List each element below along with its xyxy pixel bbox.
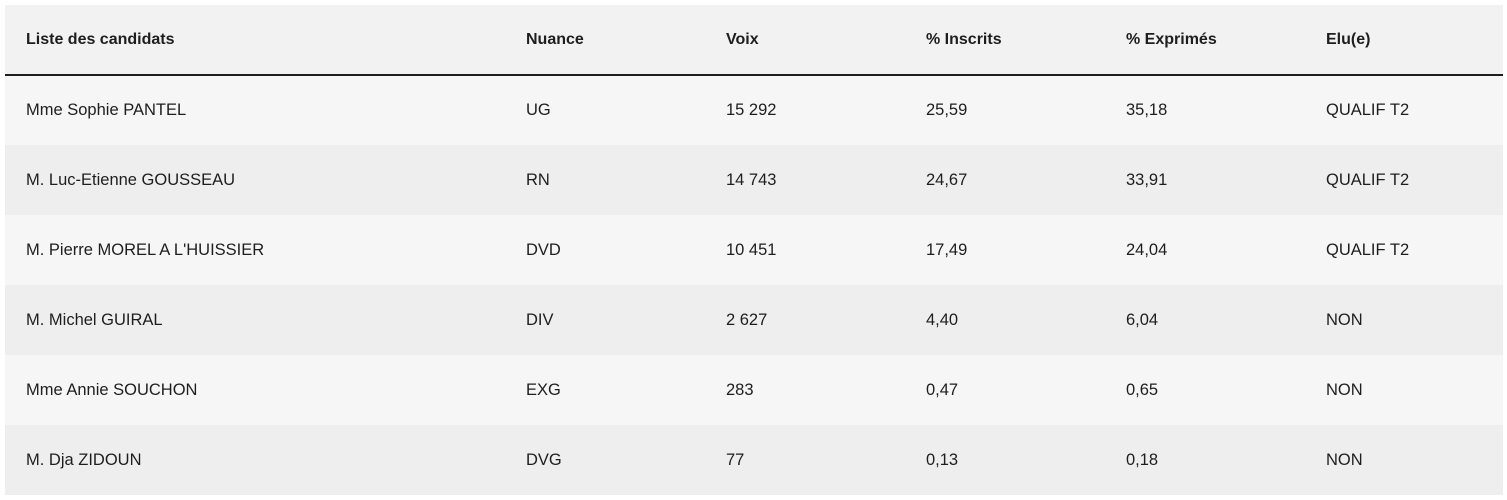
candidate-name: Mme Sophie PANTEL [26, 101, 187, 119]
candidate-percent-registered: 0,13 [926, 450, 959, 469]
column-header-percent-registered: % Inscrits [905, 5, 1105, 76]
candidate-name: M. Dja ZIDOUN [26, 450, 142, 469]
candidate-name: M. Michel GUIRAL [26, 310, 163, 329]
candidate-name: M. Pierre MOREL A L'HUISSIER [26, 240, 265, 259]
candidate-elected-status: QUALIF T2 [1326, 240, 1410, 259]
candidate-percent-expressed: 33,91 [1126, 170, 1168, 189]
candidate-votes: 14 743 [726, 170, 777, 189]
candidate-percent-registered: 4,40 [926, 310, 959, 329]
candidate-name: Mme Annie SOUCHON [26, 380, 198, 399]
column-header-percent-expressed: % Exprimés [1105, 5, 1305, 76]
table-row: Mme Sophie PANTEL UG 15 292 25,59 35,18 … [5, 75, 1503, 145]
table-row: M. Dja ZIDOUN DVG 77 0,13 0,18 NON [5, 425, 1503, 495]
candidate-votes: 77 [726, 450, 745, 469]
table-row: M. Michel GUIRAL DIV 2 627 4,40 6,04 NON [5, 285, 1503, 355]
column-header-votes: Voix [705, 5, 905, 76]
candidate-votes: 283 [726, 380, 754, 399]
column-header-candidates: Liste des candidats [5, 5, 505, 76]
candidate-percent-registered: 24,67 [926, 170, 968, 189]
table-body: Mme Sophie PANTEL UG 15 292 25,59 35,18 … [5, 75, 1503, 495]
candidate-percent-expressed: 35,18 [1126, 101, 1168, 119]
candidate-percent-registered: 17,49 [926, 240, 968, 259]
header-row: Liste des candidats Nuance Voix % Inscri… [5, 5, 1503, 76]
candidate-votes: 10 451 [726, 240, 777, 259]
table-row: Mme Annie SOUCHON EXG 283 0,47 0,65 NON [5, 355, 1503, 425]
candidate-elected-status: NON [1326, 310, 1363, 329]
candidate-elected-status: QUALIF T2 [1326, 101, 1410, 119]
candidate-votes: 15 292 [726, 101, 777, 119]
candidate-percent-expressed: 24,04 [1126, 240, 1168, 259]
candidate-percent-expressed: 0,18 [1126, 450, 1159, 469]
candidate-nuance: UG [526, 101, 551, 119]
column-header-nuance: Nuance [505, 5, 705, 76]
table-row: M. Pierre MOREL A L'HUISSIER DVD 10 451 … [5, 215, 1503, 285]
candidate-elected-status: NON [1326, 380, 1363, 399]
candidate-nuance: DVD [526, 240, 561, 259]
candidate-nuance: RN [526, 170, 550, 189]
column-header-elected: Elu(e) [1305, 5, 1503, 76]
candidate-elected-status: NON [1326, 450, 1363, 469]
candidate-percent-registered: 0,47 [926, 380, 959, 399]
candidate-nuance: EXG [526, 380, 561, 399]
table-row: M. Luc-Etienne GOUSSEAU RN 14 743 24,67 … [5, 145, 1503, 215]
candidate-elected-status: QUALIF T2 [1326, 170, 1410, 189]
table-header: Liste des candidats Nuance Voix % Inscri… [5, 5, 1503, 76]
candidate-percent-expressed: 6,04 [1126, 310, 1159, 329]
candidate-nuance: DIV [526, 310, 554, 329]
candidate-nuance: DVG [526, 450, 562, 469]
candidate-percent-expressed: 0,65 [1126, 380, 1159, 399]
candidate-percent-registered: 25,59 [926, 101, 968, 119]
candidate-name: M. Luc-Etienne GOUSSEAU [26, 170, 236, 189]
results-table: Liste des candidats Nuance Voix % Inscri… [5, 5, 1503, 495]
candidate-votes: 2 627 [726, 310, 768, 329]
